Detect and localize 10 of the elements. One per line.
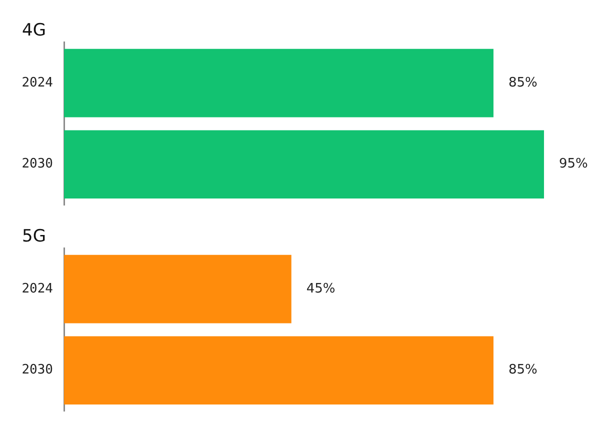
y-tick-label: 2024 — [22, 75, 54, 90]
y-tick-label: 2030 — [22, 362, 53, 378]
data-label: 85% — [508, 75, 538, 90]
y-tick-label: 2024 — [22, 281, 54, 296]
data-label: 95% — [559, 156, 588, 172]
data-label: 45% — [306, 281, 336, 296]
chart-title: 5G — [22, 226, 46, 247]
data-label: 85% — [508, 362, 538, 378]
chart-title: 4G — [22, 20, 46, 41]
y-tick-label: 2030 — [22, 156, 53, 172]
